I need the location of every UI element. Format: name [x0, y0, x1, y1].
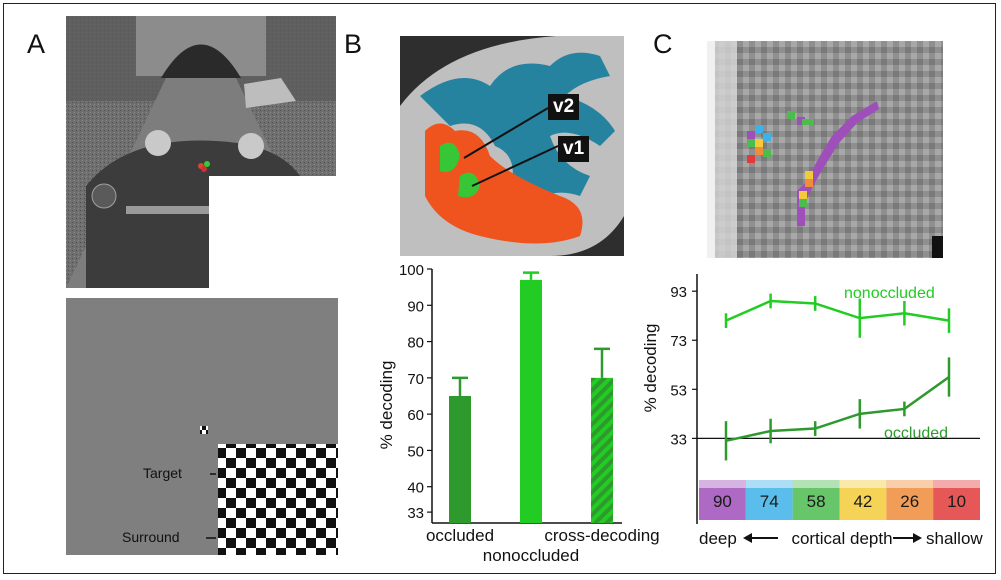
inflated-cortex-image: v2 v1	[400, 36, 624, 256]
panel-label-a: A	[27, 29, 46, 59]
depth-cell-highlight	[933, 480, 980, 488]
depth-line-chart: 33 53 73 93 90 74 58 42 26 10 % decoding nonoccl…	[641, 274, 983, 548]
x-axis-label: cortical depth	[791, 529, 892, 548]
depth-cell-highlight	[699, 480, 746, 488]
depth-cell-highlight	[886, 480, 934, 488]
bar-category-label: nonoccluded	[483, 546, 579, 565]
bar-category-label: cross-decoding	[544, 526, 659, 545]
v2-roi-label: v2	[548, 94, 580, 120]
cortical-depth-mri	[707, 41, 943, 258]
bar-y-tick-label: 80	[407, 335, 424, 352]
depth-tick-label: 58	[807, 492, 826, 511]
figure-frame	[3, 3, 996, 574]
bar-occluded	[449, 396, 471, 523]
occluded-scene-photo	[66, 16, 336, 288]
depth-cell-highlight	[839, 480, 887, 488]
decoding-bar-chart: 33 40 50 60 70 80 90 100 occludednonoccludedcro…	[377, 262, 660, 565]
bar-y-tick-label: 50	[407, 443, 424, 460]
bar-chart-ylabel: % decoding	[377, 361, 396, 450]
depth-color-strip: 90 74 58 42 26 10	[699, 480, 980, 520]
depth-arrows	[743, 533, 922, 543]
target-label: Target	[143, 465, 182, 481]
bar-y-tick-label: 100	[399, 262, 424, 279]
bar-y-tick-label: 90	[407, 298, 424, 315]
depth-tick-label: 90	[713, 492, 732, 511]
line-chart-ylabel: % decoding	[641, 324, 660, 413]
depth-cell-highlight	[745, 480, 793, 488]
line-y-tick-label: 73	[670, 333, 687, 350]
bar-category-label: occluded	[426, 526, 494, 545]
depth-cell-highlight	[792, 480, 840, 488]
line-chart-axes: 33 53 73 93	[670, 274, 980, 524]
bar-y-tick-label: 40	[407, 480, 424, 497]
x-start-label: deep	[699, 529, 737, 548]
checkerboard-stimulus	[66, 298, 338, 555]
depth-tick-label: 42	[853, 492, 872, 511]
line-chart-marks	[724, 293, 951, 461]
depth-tick-label: 26	[900, 492, 919, 511]
series-line-nonoccluded	[725, 299, 950, 322]
bar-y-tick-label: 60	[407, 407, 424, 424]
series-line-occluded	[725, 376, 950, 443]
surround-label: Surround	[122, 529, 180, 545]
series-label-occluded: occluded	[884, 425, 948, 442]
line-y-tick-label: 93	[670, 284, 687, 301]
depth-tick-label: 10	[947, 492, 966, 511]
depth-tick-label: 74	[760, 492, 779, 511]
series-label-nonoccluded: nonoccluded	[844, 285, 935, 302]
panel-label-c: C	[653, 29, 673, 59]
bar-cross-decoding	[591, 377, 613, 523]
line-y-tick-label: 53	[670, 382, 687, 399]
x-end-label: shallow	[926, 529, 983, 548]
v1-roi-label: v1	[558, 136, 590, 162]
bar-y-tick-label: 70	[407, 371, 424, 388]
bar-nonoccluded	[520, 279, 542, 523]
line-y-tick-label: 33	[670, 431, 687, 448]
panel-label-b: B	[344, 29, 363, 59]
bar-chart-axes: 33 40 50 60 70 80 90 100	[399, 262, 622, 524]
bar-y-tick-label: 33	[407, 505, 424, 522]
